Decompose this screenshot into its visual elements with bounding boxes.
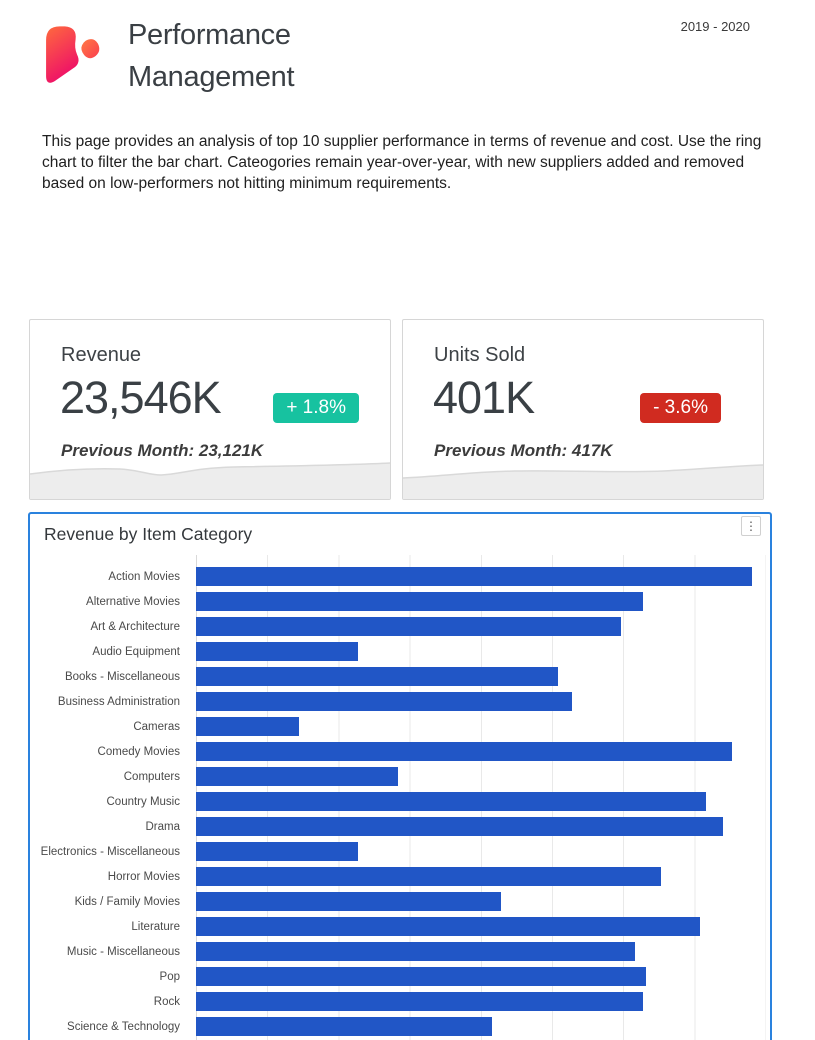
bar-row: Audio Equipment <box>30 639 770 664</box>
category-label: Audio Equipment <box>92 645 180 658</box>
bar-row: Horror Movies <box>30 864 770 889</box>
page-title: Performance Management <box>128 19 295 93</box>
category-label: Electronics - Miscellaneous <box>40 845 180 858</box>
bar-row: Comedy Movies <box>30 739 770 764</box>
bar-row: Art & Architecture <box>30 614 770 639</box>
category-label: Books - Miscellaneous <box>64 670 180 683</box>
bar-track <box>196 792 766 811</box>
revenue-bar[interactable] <box>196 717 299 736</box>
bar-track <box>196 892 766 911</box>
revenue-bar[interactable] <box>196 742 732 761</box>
bar-rows: Action Movies Alternative Movies Art & Arc… <box>30 564 770 1039</box>
bar-track <box>196 817 766 836</box>
category-label: Pop <box>159 970 180 983</box>
revenue-previous-month: Previous Month: 23,121K <box>61 441 264 460</box>
category-label: Comedy Movies <box>97 745 180 758</box>
bar-track <box>196 992 766 1011</box>
bar-row: Cameras <box>30 714 770 739</box>
units-sold-card-title: Units Sold <box>434 344 526 366</box>
units-sold-change-badge: - 3.6% <box>640 393 721 423</box>
units-sold-value: 401K <box>433 372 535 423</box>
bar-row: Computers <box>30 764 770 789</box>
brand-logo-icon <box>46 26 100 83</box>
category-label: Alternative Movies <box>86 595 180 608</box>
chart-title: Revenue by Item Category <box>44 524 253 544</box>
bar-row: Science & Technology <box>30 1014 770 1039</box>
category-label: Kids / Family Movies <box>74 895 180 908</box>
bar-row: Business Administration <box>30 689 770 714</box>
revenue-bar[interactable] <box>196 967 647 986</box>
revenue-bar[interactable] <box>196 842 359 861</box>
revenue-bar[interactable] <box>196 867 661 886</box>
revenue-bar[interactable] <box>196 917 701 936</box>
bar-row: Literature <box>30 914 770 939</box>
category-label: Horror Movies <box>107 870 180 883</box>
bar-chart: Action Movies Alternative Movies Art & Arc… <box>30 555 770 1040</box>
revenue-bar[interactable] <box>196 992 644 1011</box>
bar-track <box>196 642 766 661</box>
revenue-bar[interactable] <box>196 942 635 961</box>
bar-row: Kids / Family Movies <box>30 889 770 914</box>
bar-track <box>196 767 766 786</box>
bar-row: Music - Miscellaneous <box>30 939 770 964</box>
revenue-bar[interactable] <box>196 617 621 636</box>
bar-track <box>196 592 766 611</box>
units-sold-kpi-card: Units Sold 401K - 3.6% Previous Month: 4… <box>402 319 764 500</box>
revenue-bar[interactable] <box>196 692 573 711</box>
revenue-bar[interactable] <box>196 1017 493 1036</box>
bar-track <box>196 717 766 736</box>
bar-row: Drama <box>30 814 770 839</box>
bar-track <box>196 967 766 986</box>
bar-track <box>196 692 766 711</box>
bar-row: Rock <box>30 989 770 1014</box>
revenue-bar[interactable] <box>196 667 558 686</box>
bar-track <box>196 617 766 636</box>
category-label: Rock <box>153 995 180 1008</box>
units-sold-trend-sparkline <box>403 464 763 499</box>
bar-row: Action Movies <box>30 564 770 589</box>
bar-track <box>196 742 766 761</box>
revenue-by-category-panel: Revenue by Item Category ⋮ Action Movies… <box>28 512 772 1040</box>
category-label: Art & Architecture <box>90 620 180 633</box>
units-sold-previous-month: Previous Month: 417K <box>434 441 613 460</box>
category-label: Business Administration <box>57 695 180 708</box>
revenue-trend-sparkline <box>30 462 390 499</box>
page-description: This page provides an analysis of top 10… <box>42 133 762 192</box>
category-label: Computers <box>123 770 180 783</box>
revenue-card-title: Revenue <box>61 344 142 366</box>
category-label: Drama <box>145 820 180 833</box>
bar-track <box>196 1017 766 1036</box>
bar-track <box>196 867 766 886</box>
revenue-bar[interactable] <box>196 567 752 586</box>
revenue-bar[interactable] <box>196 767 399 786</box>
bar-row: Pop <box>30 964 770 989</box>
bar-track <box>196 942 766 961</box>
revenue-bar[interactable] <box>196 792 707 811</box>
category-label: Cameras <box>133 720 180 733</box>
bar-row: Electronics - Miscellaneous <box>30 839 770 864</box>
bar-row: Books - Miscellaneous <box>30 664 770 689</box>
bar-row: Alternative Movies <box>30 589 770 614</box>
category-label: Country Music <box>106 795 181 808</box>
bar-row: Country Music <box>30 789 770 814</box>
revenue-change-badge: + 1.8% <box>273 393 359 423</box>
category-label: Science & Technology <box>67 1020 180 1033</box>
category-label: Action Movies <box>108 570 180 583</box>
kebab-menu-icon[interactable]: ⋮ <box>741 516 761 536</box>
revenue-bar[interactable] <box>196 892 501 911</box>
category-label: Music - Miscellaneous <box>66 945 180 958</box>
revenue-bar[interactable] <box>196 642 359 661</box>
bar-track <box>196 917 766 936</box>
bar-track <box>196 667 766 686</box>
revenue-bar[interactable] <box>196 817 724 836</box>
date-range-label: 2019 - 2020 <box>680 19 750 34</box>
bar-track <box>196 567 766 586</box>
revenue-value: 23,546K <box>60 372 222 423</box>
revenue-bar[interactable] <box>196 592 644 611</box>
bar-track <box>196 842 766 861</box>
category-label: Literature <box>131 920 180 933</box>
revenue-kpi-card: Revenue 23,546K + 1.8% Previous Month: 2… <box>29 319 391 500</box>
